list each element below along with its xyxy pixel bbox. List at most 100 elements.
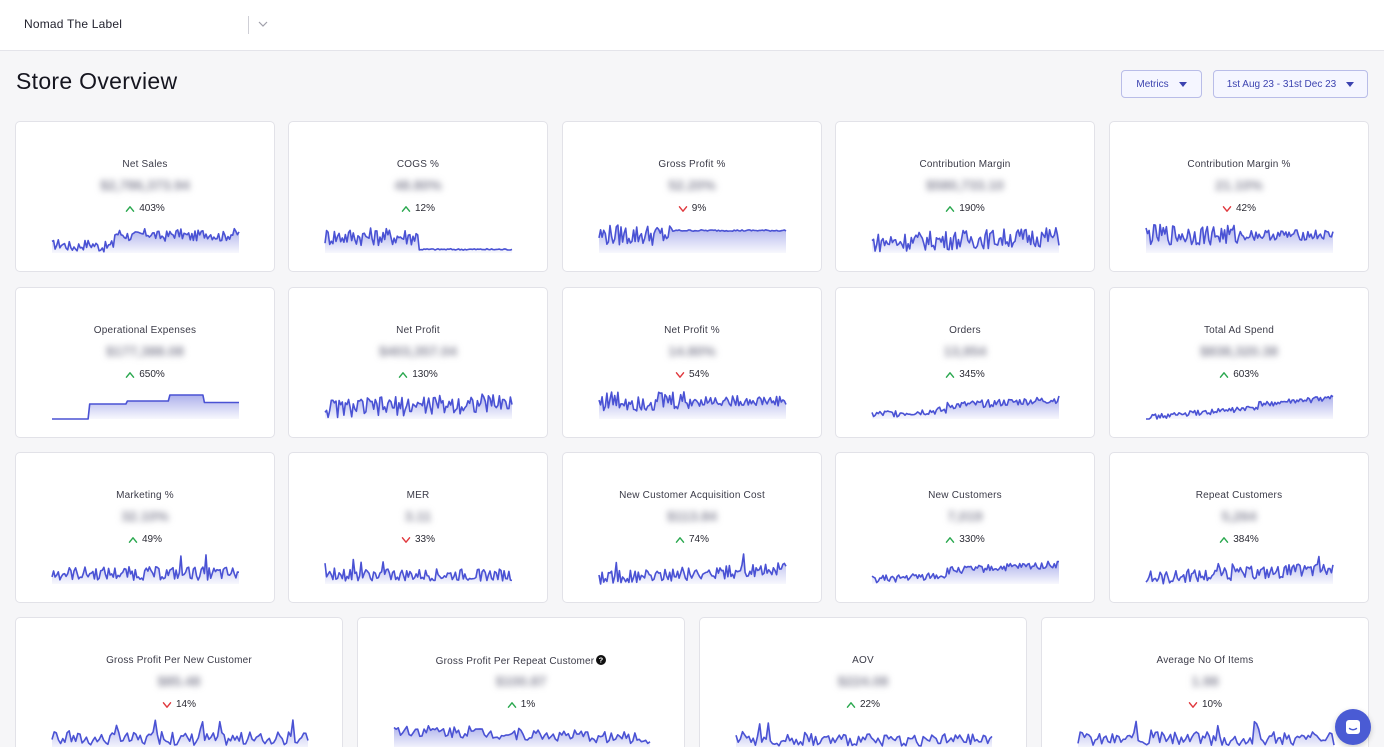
- metric-card-title: Net Sales: [122, 159, 168, 170]
- sparkline-line: [51, 227, 240, 253]
- arrow-down-icon: [675, 371, 685, 378]
- metric-card-change: 9%: [563, 203, 821, 214]
- metric-card-change: 10%: [1042, 699, 1368, 710]
- sparkline-chart: [871, 395, 1060, 419]
- metric-card-change: 74%: [563, 534, 821, 545]
- metric-card-change: 22%: [700, 699, 1026, 710]
- metric-card[interactable]: New Customer Acquisition Cost $113.84 74…: [562, 452, 822, 603]
- metric-card-title: AOV: [852, 655, 874, 666]
- metric-card[interactable]: Orders 13,954 345%: [835, 287, 1095, 438]
- metric-card-value: $100.87: [495, 673, 547, 689]
- sparkline-line: [1145, 555, 1334, 585]
- metric-card[interactable]: Operational Expenses $177,388.08 650%: [15, 287, 275, 438]
- sparkline-line: [324, 227, 513, 251]
- metric-card-title: Gross Profit Per Repeat Customer?: [358, 655, 684, 667]
- change-percent: 9%: [691, 203, 707, 214]
- metrics-button[interactable]: Metrics: [1121, 70, 1202, 98]
- metric-card[interactable]: MER 3.11 33%: [288, 452, 548, 603]
- metric-card[interactable]: COGS % 48.80% 12%: [288, 121, 548, 272]
- metric-card[interactable]: Gross Profit % 52.20% 9%: [562, 121, 822, 272]
- arrow-down-icon: [1222, 205, 1232, 212]
- change-percent: 14%: [175, 699, 196, 710]
- help-icon[interactable]: ?: [596, 655, 607, 665]
- metric-card[interactable]: New Customers 7,019 330%: [835, 452, 1095, 603]
- sparkline-line: [51, 719, 309, 746]
- sparkline-line: [598, 224, 787, 246]
- metric-card-title: Average No Of Items: [1156, 655, 1254, 666]
- sparkline-chart: [735, 722, 993, 747]
- metric-card-change: 42%: [1110, 203, 1368, 214]
- sparkline-area: [325, 559, 512, 584]
- date-range-button[interactable]: 1st Aug 23 - 31st Dec 23: [1213, 70, 1368, 98]
- arrow-up-icon: [945, 205, 955, 212]
- sparkline-line: [871, 395, 1060, 418]
- sparkline-area: [325, 228, 512, 253]
- sparkline-chart: [51, 719, 309, 747]
- metric-card-change: 384%: [1110, 534, 1368, 545]
- change-percent: 384%: [1233, 534, 1259, 545]
- metric-card[interactable]: Contribution Margin % 21.10% 42%: [1109, 121, 1369, 272]
- chat-icon: [1346, 720, 1360, 734]
- change-percent: 42%: [1235, 203, 1256, 214]
- arrow-up-icon: [125, 205, 135, 212]
- arrow-up-icon: [945, 371, 955, 378]
- sparkline-line: [51, 554, 240, 581]
- caret-down-icon: [1346, 81, 1355, 87]
- metric-card-value: 3.11: [404, 508, 432, 524]
- metric-card-value: 5,264: [1221, 508, 1257, 524]
- metric-card[interactable]: Marketing % 32.10% 49%: [15, 452, 275, 603]
- top-bar: Nomad The Label: [0, 0, 1384, 51]
- metric-card[interactable]: Contribution Margin $580,733.10 190%: [835, 121, 1095, 272]
- chat-widget-button[interactable]: [1335, 709, 1371, 745]
- metrics-button-label: Metrics: [1136, 78, 1169, 90]
- sparkline-area: [325, 394, 512, 419]
- sparkline-chart: [598, 553, 787, 585]
- change-percent: 1%: [520, 699, 536, 710]
- metric-card-value: $224.08: [837, 673, 889, 689]
- page-title: Store Overview: [16, 68, 178, 94]
- metric-card[interactable]: Total Ad Spend $838,320.38 603%: [1109, 287, 1369, 438]
- arrow-down-icon: [162, 701, 172, 708]
- metric-card-change: 403%: [16, 203, 274, 214]
- svg-text:?: ?: [599, 656, 604, 665]
- metric-card-change: 130%: [289, 369, 547, 380]
- metric-card[interactable]: AOV $224.08 22%: [699, 617, 1027, 747]
- metric-card-title: Gross Profit Per New Customer: [106, 655, 252, 666]
- sparkline-line: [598, 391, 787, 412]
- metric-card[interactable]: Gross Profit Per New Customer $85.48 14%: [15, 617, 343, 747]
- metric-card[interactable]: Net Sales $2,786,373.94 403%: [15, 121, 275, 272]
- arrow-up-icon: [846, 701, 856, 708]
- metric-card-value: $580,733.10: [926, 177, 1004, 193]
- sparkline-area: [872, 561, 1059, 584]
- metric-card-value: 13,954: [943, 343, 987, 359]
- sparkline-chart: [1145, 223, 1334, 253]
- arrow-up-icon: [1219, 371, 1229, 378]
- change-percent: 190%: [959, 203, 985, 214]
- metric-card[interactable]: Net Profit $403,357.04 130%: [288, 287, 548, 438]
- sparkline-chart: [324, 393, 513, 419]
- arrow-down-icon: [401, 536, 411, 543]
- sparkline-area: [1146, 224, 1333, 253]
- sparkline-chart: [51, 227, 240, 253]
- store-selector[interactable]: Nomad The Label: [0, 0, 280, 51]
- sparkline-line: [735, 722, 993, 747]
- change-percent: 33%: [414, 534, 435, 545]
- metric-card[interactable]: Gross Profit Per Repeat Customer? $100.8…: [357, 617, 685, 747]
- select-divider: [248, 16, 249, 34]
- metric-card-title: MER: [406, 490, 430, 501]
- arrow-up-icon: [507, 701, 517, 708]
- metric-card-value: $113.84: [667, 508, 717, 524]
- metric-card[interactable]: Net Profit % 14.80% 54%: [562, 287, 822, 438]
- chevron-down-icon[interactable]: [256, 17, 270, 31]
- arrow-up-icon: [128, 536, 138, 543]
- metric-card-change: 14%: [16, 699, 342, 710]
- sparkline-line: [324, 558, 513, 582]
- metric-card[interactable]: Average No Of Items 1.98 10%: [1041, 617, 1369, 747]
- metric-card[interactable]: Repeat Customers 5,264 384%: [1109, 452, 1369, 603]
- sparkline-area: [52, 720, 308, 747]
- metric-card-value: $177,388.08: [106, 343, 184, 359]
- metric-card-change: 49%: [16, 534, 274, 545]
- sparkline-line: [1145, 223, 1334, 246]
- sparkline-chart: [324, 558, 513, 584]
- arrow-up-icon: [1219, 536, 1229, 543]
